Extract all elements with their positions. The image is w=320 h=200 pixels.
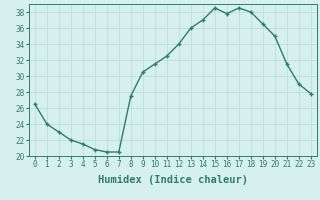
X-axis label: Humidex (Indice chaleur): Humidex (Indice chaleur) <box>98 175 248 185</box>
